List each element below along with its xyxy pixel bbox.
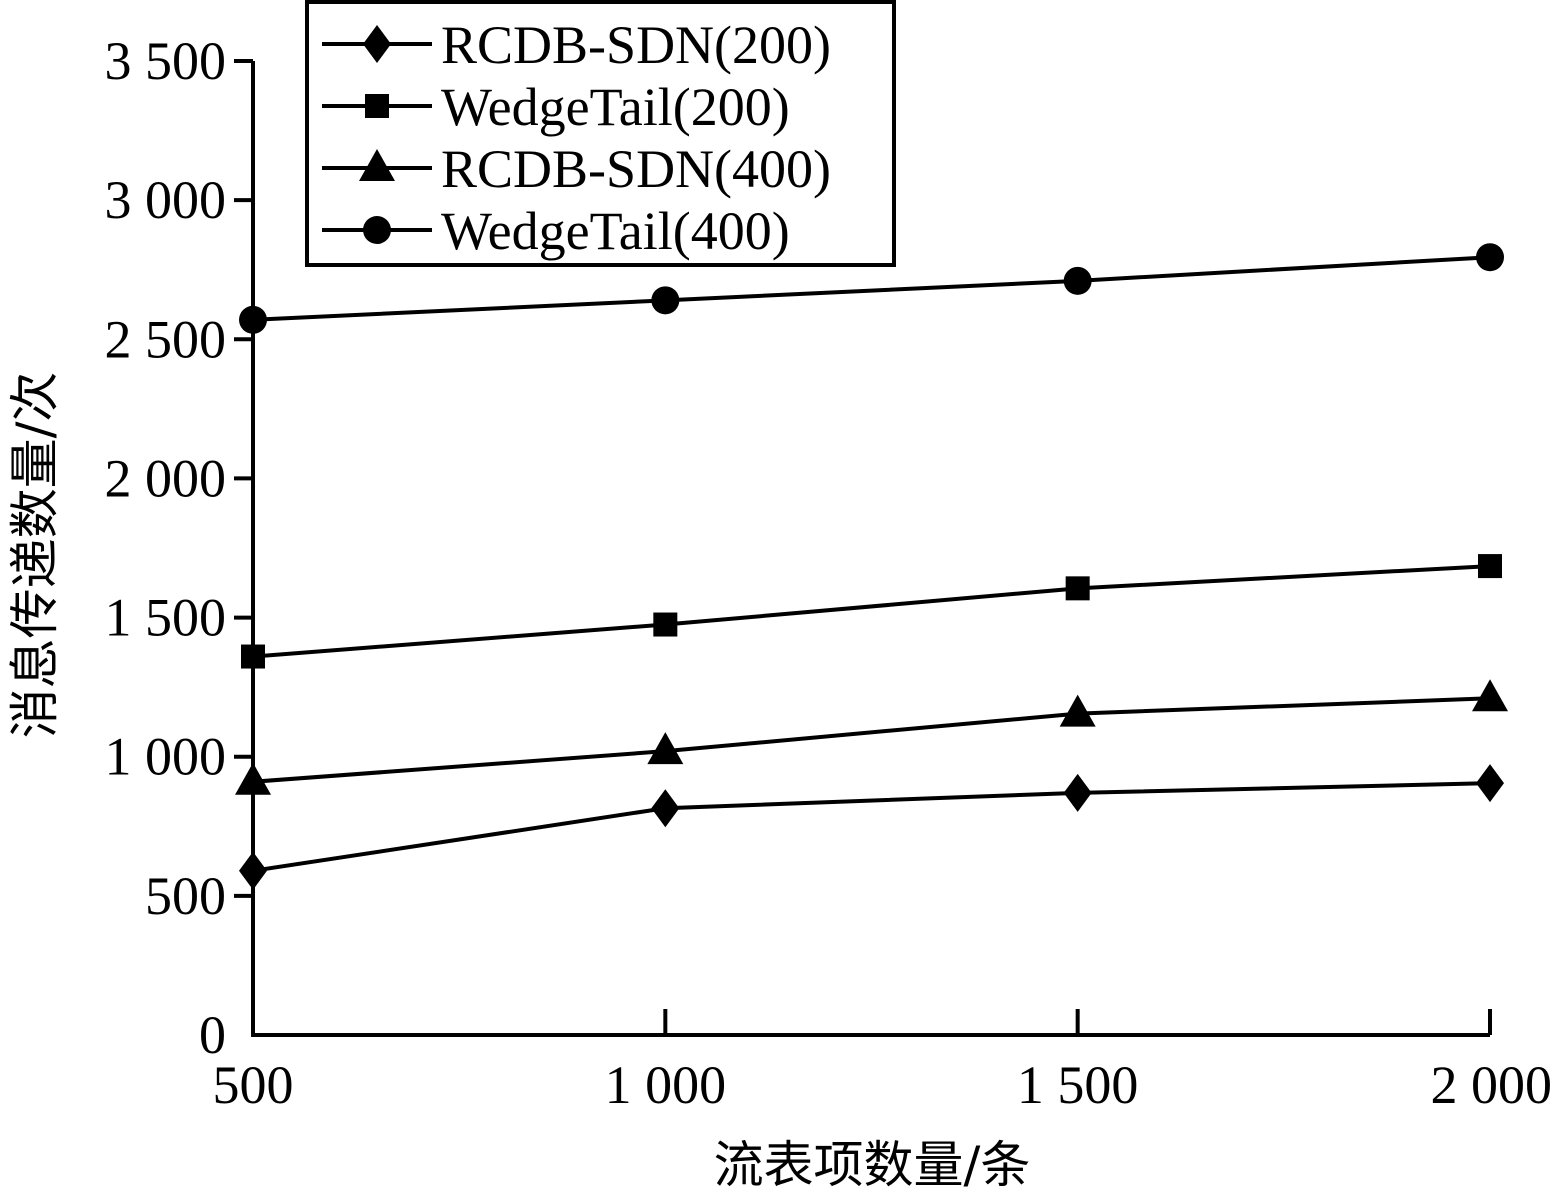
y-tick-label: 3 000	[105, 170, 227, 230]
legend-marker	[363, 216, 391, 244]
legend-marker	[365, 94, 389, 118]
y-tick-label: 1 500	[105, 588, 227, 648]
x-axis-title: 流表项数量/条	[714, 1136, 1031, 1194]
data-point	[1478, 554, 1502, 579]
y-tick-label: 2 000	[105, 448, 227, 508]
legend-entry: WedgeTail(200)	[322, 77, 790, 137]
y-tick-label: 1 000	[105, 727, 227, 787]
x-tick-label: 500	[213, 1055, 294, 1115]
series-line	[252, 255, 1491, 322]
legend-label: WedgeTail(400)	[441, 201, 790, 261]
legend-label: RCDB-SDN(400)	[441, 139, 831, 199]
data-point	[651, 286, 680, 315]
x-tick-label: 1 500	[1017, 1055, 1139, 1115]
data-point	[239, 305, 267, 334]
series-square	[241, 554, 1502, 669]
data-point	[651, 789, 680, 828]
series-triangle	[235, 679, 1508, 795]
data-point	[1472, 679, 1508, 712]
legend-marker	[359, 149, 395, 181]
legend-entry: RCDB-SDN(200)	[322, 15, 831, 75]
data-point	[1063, 266, 1092, 295]
legend-marker	[363, 25, 391, 63]
series-diamond	[239, 764, 1504, 890]
legend-label: WedgeTail(200)	[441, 77, 790, 137]
data-point	[1063, 773, 1092, 812]
series-line	[252, 564, 1491, 659]
data-point	[653, 612, 678, 637]
data-point	[235, 762, 271, 795]
data-point	[1065, 576, 1090, 601]
y-tick-label: 0	[199, 1005, 226, 1065]
data-point	[1476, 243, 1504, 272]
y-tick-label: 3 500	[105, 31, 227, 91]
series-layer	[235, 243, 1508, 890]
data-point	[1476, 764, 1504, 803]
x-ticks: 500 1 000 1 500 2 000	[213, 1009, 1553, 1115]
data-point	[647, 732, 684, 765]
y-axis-title: 消息传递数量/次	[6, 372, 64, 739]
data-point	[239, 851, 267, 890]
legend: RCDB-SDN(200)WedgeTail(200)RCDB-SDN(400)…	[305, 0, 896, 267]
x-tick-label: 1 000	[605, 1055, 727, 1115]
y-tick-label: 2 500	[105, 309, 227, 369]
legend-entry: WedgeTail(400)	[322, 201, 790, 261]
legend-entry: RCDB-SDN(400)	[322, 139, 831, 199]
y-tick-label: 500	[145, 866, 226, 926]
legend-label: RCDB-SDN(200)	[441, 15, 831, 75]
series-line	[252, 781, 1491, 873]
y-ticks: 0 500 1 000 1 500 2 000 2 500 3 000 3 500	[105, 31, 253, 1065]
data-point	[241, 644, 265, 669]
x-tick-label: 2 000	[1431, 1055, 1553, 1115]
series-line	[252, 696, 1491, 784]
data-point	[1059, 694, 1096, 727]
series-circle	[239, 243, 1504, 334]
